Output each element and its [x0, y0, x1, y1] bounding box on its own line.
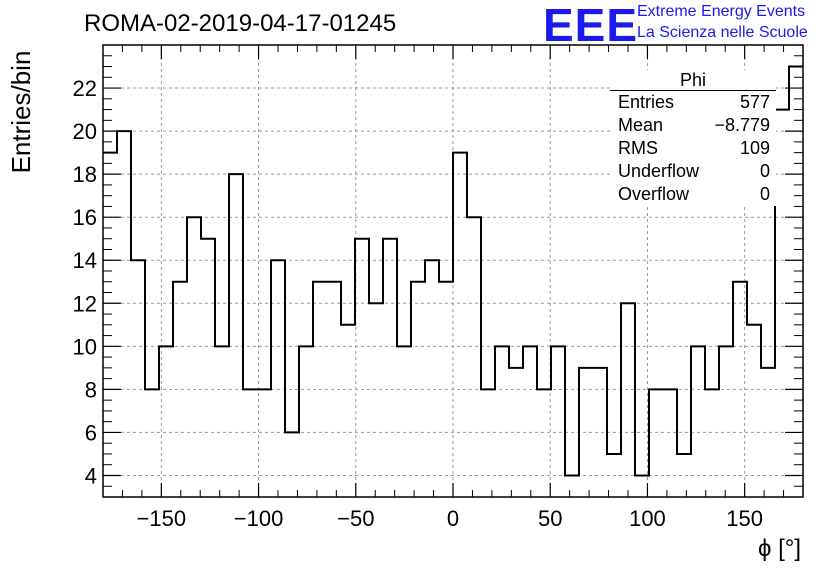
x-tick-label: −50 — [337, 506, 374, 531]
x-axis-label: ϕ [°] — [758, 535, 801, 562]
eee-logo-line-1: Extreme Energy Events — [637, 3, 806, 20]
stats-value: −8.779 — [714, 115, 770, 135]
y-tick-label: 12 — [73, 291, 97, 316]
stats-label: Entries — [618, 92, 675, 112]
stats-label: Underflow — [618, 161, 700, 181]
stats-label: RMS — [618, 138, 658, 158]
chart-title: ROMA-02-2019-04-17-01245 — [84, 10, 397, 37]
stats-value: 577 — [739, 92, 770, 112]
y-tick-label: 18 — [73, 162, 97, 187]
x-tick-label: 100 — [629, 506, 666, 531]
stats-label: Overflow — [618, 184, 690, 204]
y-tick-label: 10 — [73, 334, 97, 359]
y-tick-label: 4 — [85, 463, 97, 488]
x-tick-label: −100 — [234, 506, 284, 531]
x-tick-label: −150 — [137, 506, 187, 531]
x-tick-label: 150 — [726, 506, 763, 531]
x-tick-label: 50 — [538, 506, 562, 531]
stats-row-rms: RMS 109 — [610, 137, 776, 160]
stats-row-underflow: Underflow 0 — [610, 160, 776, 183]
eee-logo-line-2: La Scienza nelle Scuole — [637, 24, 808, 41]
stats-value: 0 — [759, 184, 770, 204]
stats-histogram-name: Phi — [610, 70, 776, 91]
y-tick-label: 16 — [73, 205, 97, 230]
x-tick-labels: −150 −100 −50 0 50 100 150 — [137, 506, 763, 531]
stats-row-overflow: Overflow 0 — [610, 183, 776, 206]
y-tick-label: 20 — [73, 119, 97, 144]
histogram-step-line — [103, 65, 803, 477]
y-tick-label: 14 — [73, 248, 97, 273]
axis-ticks — [102, 45, 804, 498]
stats-row-mean: Mean −8.779 — [610, 114, 776, 137]
eee-logo: EEE — [543, 0, 639, 51]
y-tick-label: 8 — [85, 377, 97, 402]
y-tick-label: 6 — [85, 420, 97, 445]
y-tick-label: 22 — [73, 76, 97, 101]
stats-row-entries: Entries 577 — [610, 91, 776, 114]
x-tick-label: 0 — [447, 506, 459, 531]
stats-value: 109 — [739, 138, 770, 158]
stats-label: Mean — [618, 115, 664, 135]
y-axis-label: Entries/bin — [6, 51, 36, 174]
stats-value: 0 — [759, 161, 770, 181]
y-tick-labels: 4 6 8 10 12 14 16 18 20 22 — [73, 76, 97, 488]
stats-box: Phi Entries 577 Mean −8.779 RMS 109 Unde… — [610, 70, 776, 206]
